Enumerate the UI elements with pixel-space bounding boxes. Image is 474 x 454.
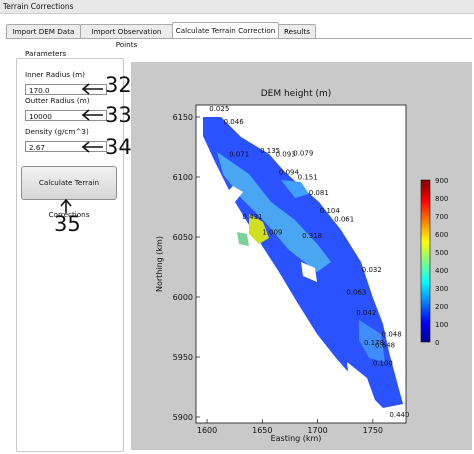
- y-tick-label: 6000: [173, 293, 193, 302]
- point-label: 0.431: [242, 213, 262, 221]
- parameters-panel: [16, 58, 124, 452]
- calculate-terrain-corrections-button[interactable]: Calculate Terrain Corrections: [21, 166, 117, 219]
- colorbar-tick-label: 700: [435, 213, 448, 221]
- tab-results[interactable]: Results: [278, 24, 316, 38]
- colorbar-tick-label: 100: [435, 321, 448, 329]
- point-label: 0.094: [279, 169, 300, 177]
- point-label: 1.009: [262, 229, 282, 237]
- tab-calculate-terrain-correction[interactable]: Calculate Terrain Correction: [172, 22, 279, 39]
- x-tick-label: 1600: [197, 426, 217, 435]
- y-axis-label: Northing (km): [155, 236, 164, 292]
- annotation-34: 34: [105, 135, 132, 159]
- colorbar-tick-label: 900: [435, 177, 448, 185]
- annotation-35: 35: [54, 212, 81, 236]
- annotation-32: 32: [105, 73, 132, 97]
- chart-title: DEM height (m): [261, 89, 332, 99]
- point-label: 0.178: [364, 339, 384, 347]
- point-label: 0.046: [224, 118, 245, 126]
- point-label: 0.151: [298, 173, 318, 181]
- tab-import-dem[interactable]: Import DEM Data: [6, 24, 81, 38]
- window-title: Terrain Corrections: [0, 0, 474, 14]
- plot-panel: DEM height (m) 0.025 0.046 0.071 0.135 0.093…: [131, 62, 472, 450]
- colorbar-tick-label: 400: [435, 267, 448, 275]
- y-tick-label: 5900: [173, 413, 193, 422]
- point-label: 0.063: [346, 289, 366, 297]
- point-label: 0.081: [309, 189, 329, 197]
- point-label: 0.048: [382, 331, 402, 339]
- x-tick-label: 1650: [252, 426, 272, 435]
- x-axis-label: Easting (km): [271, 434, 322, 443]
- colorbar-tick-label: 0: [435, 339, 439, 347]
- point-label: 0.648: [375, 341, 395, 349]
- colorbar-ticks: 900 800 700 600 500 400 300 200 100 0: [435, 177, 448, 347]
- outer-radius-label: Outter Radius (m): [25, 96, 90, 105]
- point-label: 0.079: [293, 149, 313, 157]
- x-axis-ticks: 1600 1650 1700 1750: [197, 419, 383, 435]
- density-label: Density (g/cm^3): [25, 127, 89, 136]
- point-label: 0.135: [260, 147, 280, 155]
- colorbar-tick-label: 500: [435, 249, 448, 257]
- y-tick-label: 5950: [173, 353, 193, 362]
- y-axis-ticks: 5900 5950 6000 6050 6100 6150: [173, 113, 200, 422]
- inner-radius-label: Inner Radius (m): [25, 70, 85, 79]
- tab-import-observation-points[interactable]: Import Observation Points: [80, 24, 173, 49]
- colorbar-tick-label: 200: [435, 303, 448, 311]
- point-label: 0.042: [356, 309, 376, 317]
- point-label: 0.061: [334, 215, 354, 223]
- y-tick-label: 6150: [173, 113, 193, 122]
- tab-divider: [6, 38, 472, 39]
- point-label: 0.318: [302, 232, 322, 240]
- point-label: 0.440: [389, 411, 409, 419]
- point-label: 0.093: [276, 151, 296, 159]
- annotation-33: 33: [105, 103, 132, 127]
- y-tick-label: 6050: [173, 233, 193, 242]
- dem-chart: DEM height (m) 0.025 0.046 0.071 0.1350.093…: [155, 89, 448, 443]
- colorbar-tick-label: 800: [435, 195, 448, 203]
- y-tick-label: 6100: [173, 173, 193, 182]
- point-label: 0.032: [362, 266, 382, 274]
- colorbar: [420, 179, 431, 343]
- x-tick-label: 1750: [363, 426, 383, 435]
- colorbar-tick-label: 300: [435, 285, 448, 293]
- point-label: 0.071: [229, 151, 249, 159]
- point-label: 0.100: [373, 359, 393, 367]
- colorbar-tick-label: 600: [435, 231, 448, 239]
- x-tick-label: 1700: [307, 426, 327, 435]
- parameters-title: Parameters: [24, 49, 68, 58]
- point-label: 0.025: [209, 105, 229, 113]
- outer-radius-input[interactable]: 10000: [25, 110, 107, 121]
- point-label: 0.104: [320, 207, 341, 215]
- density-input[interactable]: 2.67: [25, 141, 107, 152]
- terrain-heatmap: [203, 117, 403, 408]
- inner-radius-input[interactable]: 170.0: [25, 84, 107, 95]
